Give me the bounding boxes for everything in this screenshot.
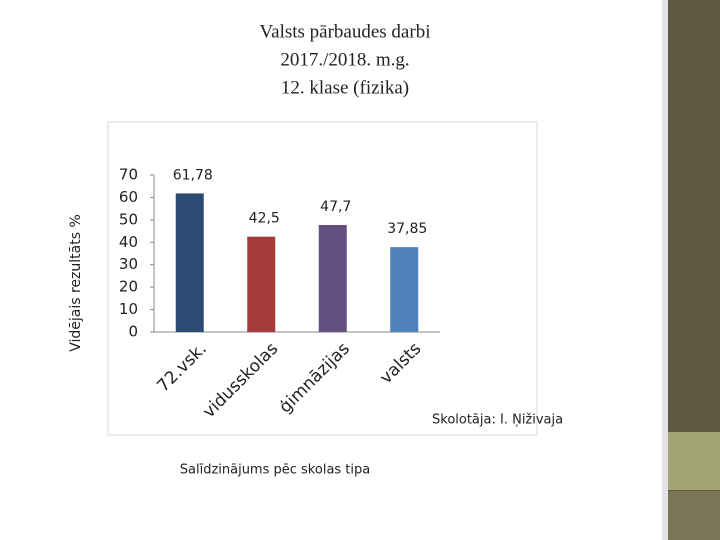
value-label: 42,5 xyxy=(249,211,280,227)
y-tick-label: 0 xyxy=(128,323,138,341)
y-tick-label: 50 xyxy=(119,210,138,228)
slide-edge-shadow xyxy=(662,0,668,540)
x-axis-label: Salīdzinājums pēc skolas tipa xyxy=(180,463,371,478)
y-axis-label: Vidējais rezultāts % xyxy=(68,214,84,352)
title-line: 12. klase (fizika) xyxy=(281,77,409,98)
value-label: 61,78 xyxy=(173,167,213,183)
y-tick-label: 20 xyxy=(119,278,138,296)
title-line: Valsts pārbaudes darbi xyxy=(260,21,431,42)
y-tick-label: 60 xyxy=(119,188,138,206)
annotation: Skolotāja: I. Ņiživaja xyxy=(432,413,563,428)
y-tick-label: 70 xyxy=(119,166,138,184)
bar xyxy=(247,236,276,332)
side-panel-accent xyxy=(668,432,720,490)
chart-frame xyxy=(107,121,538,436)
side-panel-lower xyxy=(668,491,720,540)
y-tick-label: 30 xyxy=(119,255,138,273)
bar xyxy=(390,247,419,332)
value-label: 37,85 xyxy=(387,221,427,237)
value-label: 47,7 xyxy=(320,199,351,215)
y-tick-label: 10 xyxy=(119,300,138,318)
bar xyxy=(175,193,204,332)
bar xyxy=(318,225,347,332)
y-tick-label: 40 xyxy=(119,233,138,251)
title-line: 2017./2018. m.g. xyxy=(280,49,409,70)
